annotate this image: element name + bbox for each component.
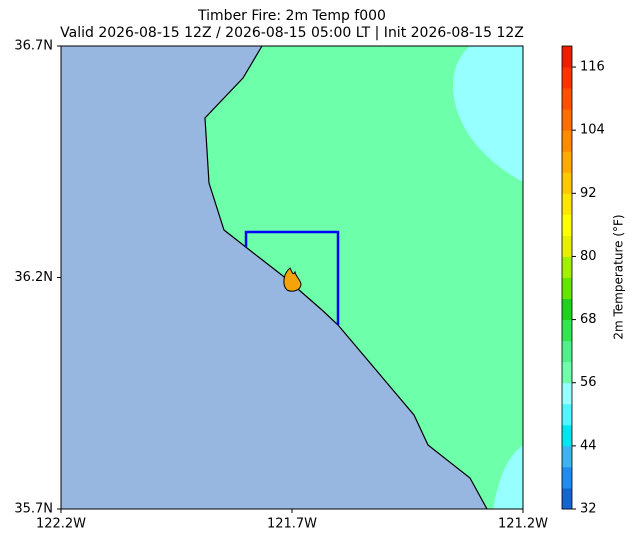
x-tick-label: 121.2W <box>498 517 548 532</box>
colorbar-tick-label: 32 <box>580 502 597 517</box>
colorbar-segment <box>562 172 572 194</box>
colorbar-segment <box>562 298 572 321</box>
colorbar-segment <box>562 466 572 489</box>
colorbar-segment <box>562 424 572 447</box>
colorbar-tick-label: 104 <box>580 123 605 138</box>
colorbar-segment <box>562 445 572 468</box>
colorbar-tick-label: 116 <box>580 60 605 75</box>
colorbar-segment <box>562 151 572 173</box>
colorbar-segment <box>562 214 572 236</box>
ocean <box>61 46 487 509</box>
warm-patch <box>452 46 523 182</box>
y-tick-label: 35.7N <box>14 502 53 517</box>
colorbar-segment <box>562 382 572 405</box>
colorbar-segment <box>562 88 572 110</box>
chart-title: Timber Fire: 2m Temp f000 <box>197 8 386 24</box>
colorbar-segment <box>562 193 572 215</box>
x-tick-label: 121.7W <box>267 517 317 532</box>
colorbar-segment <box>562 46 572 68</box>
colorbar-segment <box>562 319 572 342</box>
colorbar-segment <box>562 403 572 426</box>
colorbar-segment <box>562 256 572 278</box>
map <box>60 45 524 510</box>
colorbar-segment <box>562 340 572 363</box>
colorbar-tick-label: 56 <box>580 375 597 390</box>
colorbar-segment <box>562 67 572 89</box>
colorbar-tick-label: 80 <box>580 249 597 264</box>
coastline <box>204 45 488 510</box>
domain-box <box>244 230 340 325</box>
colorbar-frame <box>561 45 573 510</box>
colorbar-tick-label: 68 <box>580 312 597 327</box>
colorbar-segment <box>562 277 572 300</box>
x-tick-label: 122.2W <box>36 517 86 532</box>
y-tick-label: 36.2N <box>14 270 53 285</box>
fire-icon <box>283 267 302 292</box>
colorbar-segment <box>562 235 572 257</box>
colorbar-tick-label: 92 <box>580 186 597 201</box>
y-tick-label: 36.7N <box>14 39 53 54</box>
colorbar-segment <box>562 361 572 384</box>
chart-subtitle: Valid 2026-08-15 12Z / 2026-08-15 05:00 … <box>60 25 524 41</box>
colorbar-segment <box>562 109 572 131</box>
colorbar-label: 2m Temperature (°F) <box>612 214 626 339</box>
colorbar-tick-label: 44 <box>580 438 597 453</box>
colorbar-segment <box>562 487 572 510</box>
warm-patch <box>493 445 523 509</box>
colorbar-segment <box>562 130 572 152</box>
